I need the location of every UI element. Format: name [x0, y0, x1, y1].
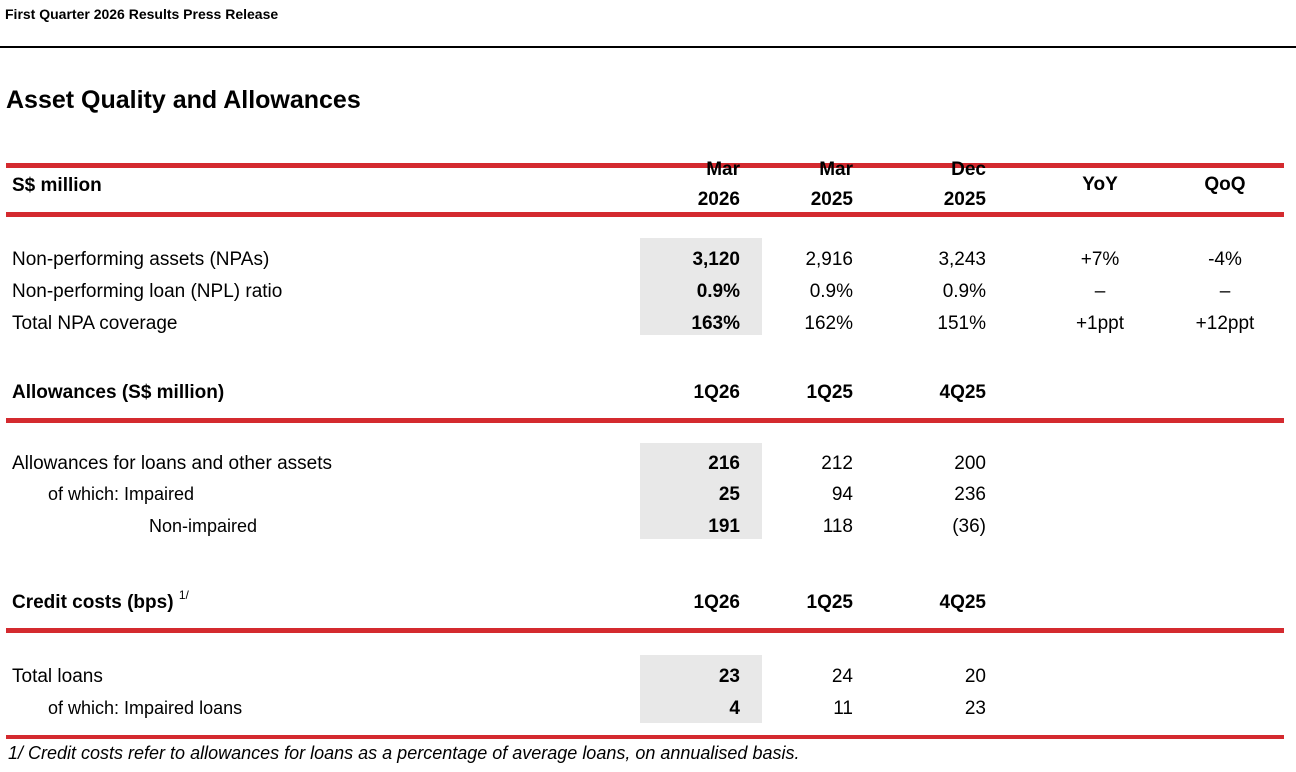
highlight-column-shade: [640, 443, 762, 539]
section-title: Asset Quality and Allowances: [6, 86, 361, 114]
credit-costs-title: Credit costs (bps) 1/: [12, 588, 189, 614]
row-label: Total NPA coverage: [12, 313, 178, 334]
cell-current: 191: [708, 516, 740, 537]
cell-current: 25: [718, 484, 740, 505]
credit-costs-title-text: Credit costs (bps): [12, 592, 174, 613]
footnote: 1/ Credit costs refer to allowances for …: [8, 743, 800, 763]
cell-yoy: +1ppt: [1075, 313, 1125, 334]
cell-current: 23: [718, 666, 740, 687]
col-header-line1: Mar: [819, 159, 853, 180]
col-header-dec-2025: Dec 2025: [906, 155, 986, 215]
red-rule-top: [6, 163, 1284, 168]
col-header-1q26: 1Q26: [693, 382, 740, 403]
row-label: Non-impaired: [149, 516, 258, 536]
row-label: Allowances for loans and other assets: [12, 453, 333, 474]
red-rule-table2: [6, 418, 1284, 423]
cell-yoy: +7%: [1080, 249, 1120, 270]
cell-prior-year: 0.9%: [809, 281, 853, 302]
col-header-1q25: 1Q25: [806, 592, 853, 613]
col-header-1q26: 1Q26: [693, 592, 740, 613]
red-rule-table3: [6, 628, 1284, 633]
col-header-line2: 2026: [697, 189, 740, 210]
col-header-4q25: 4Q25: [939, 592, 986, 613]
header-divider: [0, 46, 1296, 48]
red-rule-table1: [6, 212, 1284, 217]
cell-prior-quarter: 23: [964, 698, 986, 719]
cell-prior-quarter: 151%: [937, 313, 986, 334]
highlight-column-shade: [640, 238, 762, 335]
cell-prior-quarter: 236: [954, 484, 986, 505]
cell-current: 163%: [691, 313, 740, 334]
cell-prior-year: 2,916: [805, 249, 853, 270]
cell-current: 0.9%: [696, 281, 740, 302]
cell-prior-quarter: 0.9%: [942, 281, 986, 302]
allowances-title: Allowances (S$ million): [12, 382, 225, 403]
red-rule-bottom: [6, 735, 1284, 739]
cell-prior-quarter: (36): [952, 516, 986, 537]
col-header-line1: Mar: [706, 159, 740, 180]
highlight-column-shade: [640, 655, 762, 723]
cell-prior-year: 94: [831, 484, 853, 505]
cell-prior-year: 118: [822, 516, 853, 537]
col-header-line2: 2025: [810, 189, 853, 210]
cell-prior-year: 11: [833, 698, 853, 719]
cell-prior-quarter: 200: [954, 453, 986, 474]
footnote-marker: 1/: [178, 588, 189, 602]
row-label: of which: Impaired: [48, 484, 195, 504]
cell-qoq: +12ppt: [1195, 313, 1255, 334]
cell-prior-quarter: 20: [964, 666, 986, 687]
cell-prior-year: 162%: [804, 313, 853, 334]
row-label: Non-performing assets (NPAs): [12, 249, 270, 270]
col-header-4q25: 4Q25: [939, 382, 986, 403]
unit-label: S$ million: [12, 175, 102, 196]
cell-prior-year: 212: [821, 453, 853, 474]
row-label: Total loans: [12, 666, 103, 687]
col-header-mar-2025: Mar 2025: [773, 155, 853, 215]
col-header-mar-2026: Mar 2026: [660, 155, 740, 215]
cell-qoq: -4%: [1208, 249, 1242, 270]
col-header-line2: 2025: [943, 189, 986, 210]
cell-yoy: –: [1094, 281, 1106, 302]
document-header: First Quarter 2026 Results Press Release: [5, 6, 279, 22]
col-header-yoy: YoY: [1082, 174, 1118, 195]
cell-current: 3,120: [692, 249, 740, 270]
col-header-line1: Dec: [951, 159, 986, 180]
cell-prior-quarter: 3,243: [938, 249, 986, 270]
row-label: of which: Impaired loans: [48, 698, 243, 718]
cell-prior-year: 24: [831, 666, 853, 687]
col-header-1q25: 1Q25: [806, 382, 853, 403]
cell-qoq: –: [1219, 281, 1231, 302]
cell-current: 216: [708, 453, 740, 474]
row-label: Non-performing loan (NPL) ratio: [12, 281, 283, 302]
col-header-qoq: QoQ: [1204, 174, 1246, 195]
cell-current: 4: [729, 698, 740, 719]
